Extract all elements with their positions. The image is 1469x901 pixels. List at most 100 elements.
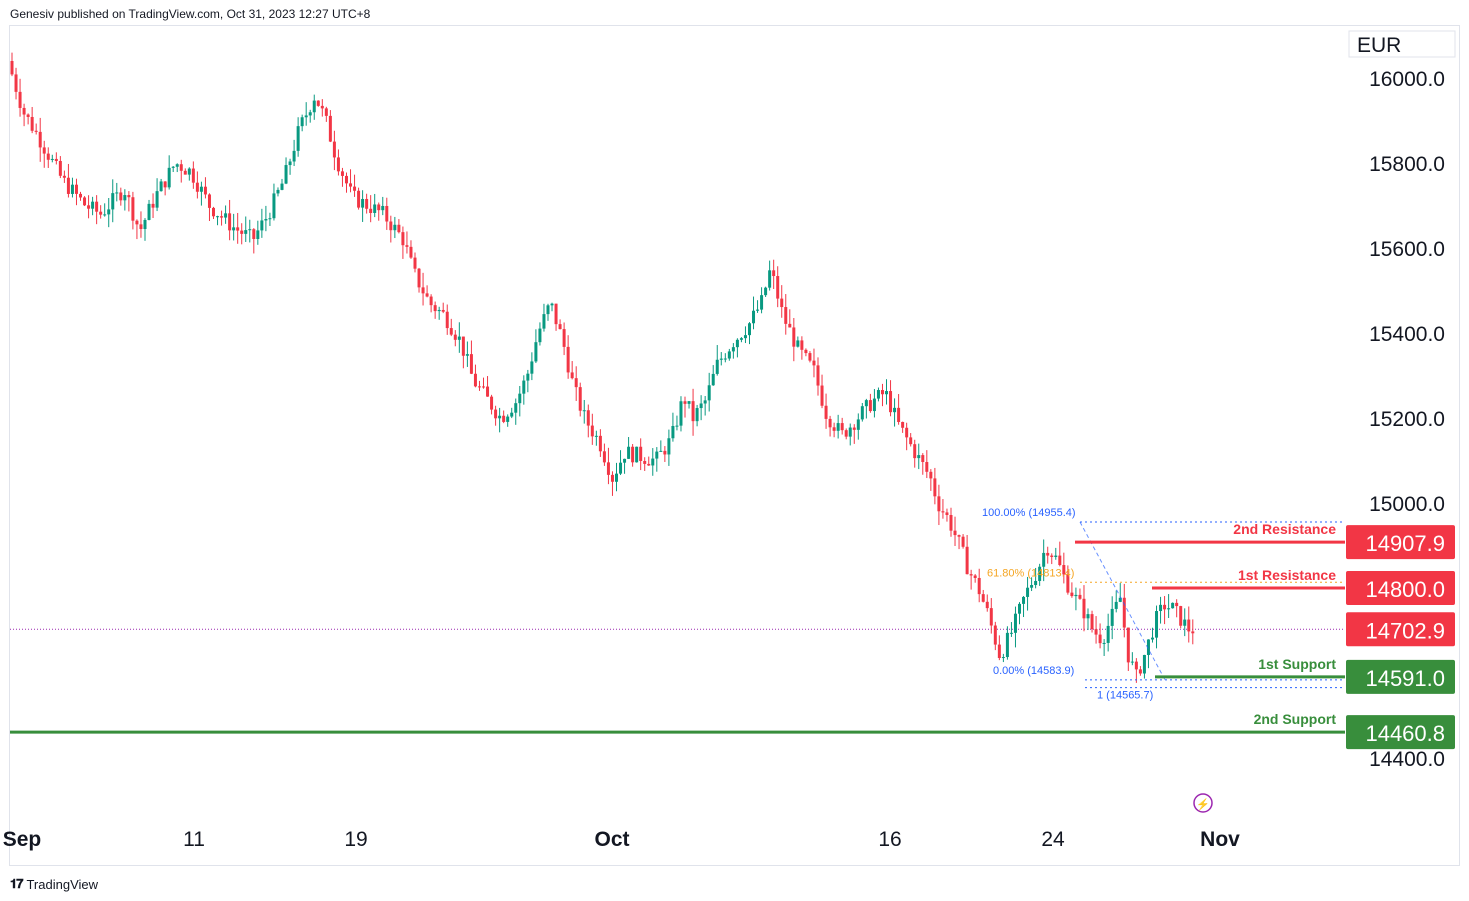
candle-body: [70, 184, 74, 194]
candle-body: [667, 438, 671, 455]
candle-body: [989, 608, 993, 626]
current-price-text: 14702.9: [1365, 618, 1445, 643]
candle-body: [631, 446, 635, 463]
candle-body: [965, 546, 969, 575]
x-tick-label: 11: [183, 828, 205, 851]
candle-body: [1001, 657, 1005, 659]
candle-body: [353, 186, 357, 191]
candle-body: [1163, 604, 1167, 610]
candle-body: [244, 230, 248, 234]
candle-body: [776, 276, 780, 299]
candle-body: [756, 309, 760, 311]
candle-body: [812, 360, 816, 366]
candle-body: [74, 184, 78, 194]
candle-body: [909, 437, 913, 445]
candle-body: [10, 61, 14, 75]
tradingview-logo-icon: 𝟏𝟕: [10, 876, 24, 891]
candle-body: [276, 189, 280, 194]
candle-body: [1030, 585, 1034, 588]
candle-body: [679, 401, 683, 426]
candle-body: [594, 435, 598, 437]
candle-body: [893, 407, 897, 413]
candle-body: [518, 393, 522, 404]
candle-body: [832, 427, 836, 431]
candle-body: [695, 408, 699, 422]
candle-body: [195, 182, 199, 192]
candle-body: [647, 463, 651, 466]
candle-body: [949, 515, 953, 531]
candle-body: [300, 117, 304, 127]
candle-body: [683, 401, 687, 404]
candle-body: [522, 380, 526, 394]
candle-body: [66, 177, 70, 194]
candle-body: [768, 270, 772, 288]
x-tick-label: 24: [1041, 828, 1065, 851]
candle-body: [296, 126, 300, 151]
footer: 𝟏𝟕 TradingView: [10, 876, 98, 892]
chart-area[interactable]: [9, 25, 1460, 866]
candle-body: [687, 401, 691, 404]
candle-body: [498, 415, 502, 419]
candle-body: [578, 387, 582, 411]
candle-body: [83, 197, 87, 206]
candle-body: [1118, 597, 1122, 602]
candle-body: [739, 338, 743, 340]
candle-body: [260, 220, 264, 231]
candle-body: [393, 224, 397, 231]
candle-body: [606, 462, 610, 475]
candle-body: [1094, 629, 1098, 635]
fib-0-label: 0.00% (14583.9): [993, 665, 1074, 677]
candle-body: [885, 391, 889, 395]
y-tick-label: 14400.0: [1369, 748, 1445, 771]
candle-body: [179, 164, 183, 171]
candle-body: [248, 229, 252, 231]
candle-body: [252, 229, 256, 239]
candle-body: [284, 165, 288, 184]
candle-body: [349, 183, 353, 187]
candle-body: [562, 329, 566, 347]
candle-body: [1134, 661, 1138, 670]
candle-body: [651, 458, 655, 466]
events-lightning-icon: [1193, 793, 1213, 813]
x-tick-label: Sep: [3, 828, 42, 851]
candle-body: [1086, 614, 1090, 619]
candle-body: [115, 192, 119, 194]
candle-body: [635, 446, 639, 463]
candle-body: [856, 419, 860, 430]
candle-body: [691, 401, 695, 422]
candle-body: [735, 339, 739, 348]
candle-body: [119, 192, 123, 201]
candle-body: [623, 458, 627, 463]
publisher-line: Genesiv published on TradingView.com, Oc…: [10, 7, 371, 21]
candle-body: [1150, 637, 1154, 640]
candle-body: [357, 190, 361, 208]
candle-body: [1146, 639, 1150, 655]
candle-body: [764, 287, 768, 296]
level-price-badge: [1346, 715, 1455, 750]
candle-body: [1058, 555, 1062, 566]
candle-body: [417, 268, 421, 288]
candle-body: [405, 245, 409, 247]
candle-body: [1090, 614, 1094, 630]
candle-body: [530, 361, 534, 374]
candle-body: [1167, 608, 1171, 610]
candle-body: [848, 427, 852, 437]
y-tick-label: 15600.0: [1369, 238, 1445, 261]
candle-body: [453, 334, 457, 340]
candle-body: [465, 354, 469, 356]
candle-body: [103, 214, 107, 216]
candle-body: [929, 471, 933, 479]
candle-body: [876, 390, 880, 399]
candle-body: [449, 328, 453, 335]
candle-body: [1159, 604, 1163, 612]
candle-body: [836, 423, 840, 431]
level-price-badge: [1346, 571, 1455, 605]
candle-body: [127, 195, 131, 198]
y-tick-label: 15400.0: [1369, 323, 1445, 346]
fib-618-label: 61.80% (14813.4): [987, 567, 1074, 579]
candle-body: [143, 219, 147, 230]
candle-body: [703, 400, 707, 404]
candle-body: [792, 327, 796, 347]
candle-body: [933, 478, 937, 497]
